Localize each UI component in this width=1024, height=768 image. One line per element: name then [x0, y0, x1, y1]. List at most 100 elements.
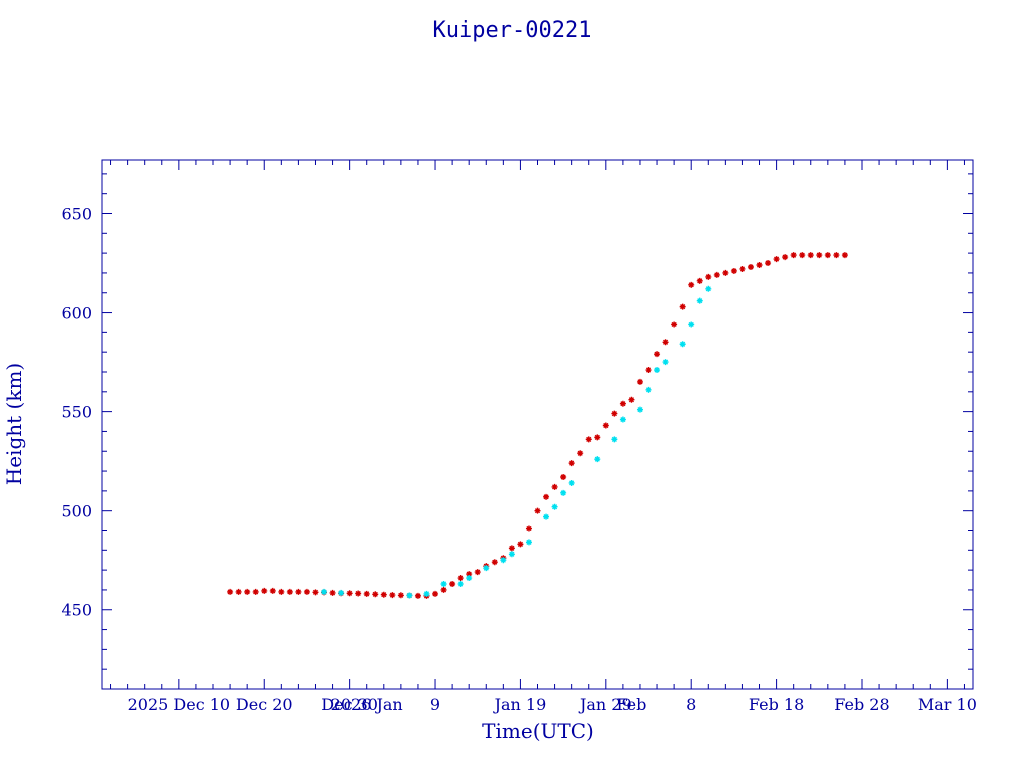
y-tick-label: 550: [61, 403, 92, 422]
data-point-s0: [491, 559, 498, 566]
x-axis-label: Time(UTC): [482, 719, 594, 743]
data-point-s0: [739, 265, 746, 272]
x-tick-label: 2026 Jan: [331, 695, 403, 714]
data-point-s0: [654, 351, 661, 358]
data-point-s0: [568, 460, 575, 467]
data-point-s0: [722, 269, 729, 276]
data-point-s0: [355, 590, 362, 597]
data-point-s1: [500, 557, 507, 564]
data-point-s0: [747, 263, 754, 270]
data-point-s1: [525, 539, 532, 546]
data-point-s1: [654, 367, 661, 374]
data-point-s0: [807, 252, 814, 259]
data-point-s0: [303, 588, 310, 595]
y-tick-label: 450: [61, 601, 92, 620]
data-point-s0: [380, 591, 387, 598]
data-point-s0: [551, 483, 558, 490]
data-point-s0: [346, 590, 353, 597]
data-point-s0: [312, 589, 319, 596]
data-point-s1: [440, 580, 447, 587]
data-point-s0: [628, 396, 635, 403]
plot-frame: [101, 159, 974, 690]
data-point-s1: [483, 565, 490, 572]
x-tick-label: Mar 10: [918, 695, 977, 714]
data-point-s0: [466, 571, 473, 578]
data-point-s0: [397, 592, 404, 599]
data-point-s1: [568, 479, 575, 486]
data-point-s0: [594, 434, 601, 441]
data-point-s1: [321, 588, 328, 595]
chart-title: Kuiper-00221: [433, 18, 592, 43]
data-point-s0: [389, 592, 396, 599]
data-point-s0: [474, 569, 481, 576]
data-point-s1: [338, 589, 345, 596]
data-point-s1: [611, 436, 618, 443]
data-point-s0: [244, 588, 251, 595]
data-point-s0: [295, 588, 302, 595]
data-point-s0: [773, 256, 780, 263]
x-tick-label: Feb: [616, 695, 646, 714]
data-point-s0: [636, 378, 643, 385]
data-point-s1: [594, 456, 601, 463]
data-point-s1: [696, 297, 703, 304]
y-tick-label: 650: [61, 204, 92, 223]
data-point-s0: [414, 592, 421, 599]
data-point-s1: [636, 406, 643, 413]
data-point-s1: [457, 580, 464, 587]
data-point-s0: [261, 587, 268, 594]
data-point-s0: [457, 575, 464, 582]
data-point-s0: [619, 400, 626, 407]
data-point-s0: [816, 252, 823, 259]
data-marks: [227, 252, 848, 599]
data-point-s0: [696, 277, 703, 284]
x-tick-label: Jan 29: [578, 695, 632, 714]
data-point-s0: [841, 252, 848, 259]
data-point-s0: [269, 587, 276, 594]
x-tick-label: Dec 20: [236, 695, 293, 714]
x-tick-label: 2025 Dec 10: [128, 695, 231, 714]
x-tick-label: Feb 18: [749, 695, 804, 714]
data-point-s1: [560, 489, 567, 496]
data-point-s1: [662, 359, 669, 366]
data-point-s0: [534, 507, 541, 514]
data-point-s0: [679, 303, 686, 310]
data-point-s1: [466, 575, 473, 582]
axis-ticks: [102, 160, 973, 690]
data-point-s0: [662, 339, 669, 346]
data-point-s0: [235, 588, 242, 595]
data-point-s0: [440, 586, 447, 593]
x-tick-label: Dec 30: [321, 695, 378, 714]
data-point-s0: [799, 252, 806, 259]
data-point-s0: [577, 450, 584, 457]
data-point-s0: [824, 252, 831, 259]
x-tick-label: 8: [686, 695, 696, 714]
y-axis-label: Height (km): [2, 363, 26, 485]
x-tick-label: Feb 28: [834, 695, 889, 714]
data-point-s0: [705, 273, 712, 280]
data-point-s1: [423, 590, 430, 597]
data-point-s1: [406, 592, 413, 599]
data-point-s0: [329, 589, 336, 596]
data-point-s0: [227, 588, 234, 595]
data-point-s1: [679, 341, 686, 348]
data-point-s0: [671, 321, 678, 328]
x-tick-label: 9: [430, 695, 440, 714]
data-point-s0: [543, 493, 550, 500]
data-point-s0: [432, 590, 439, 597]
data-point-s0: [688, 281, 695, 288]
data-point-s0: [833, 252, 840, 259]
x-tick-label: Jan 19: [493, 695, 547, 714]
y-tick-labels: 450 500 550 600 650: [61, 204, 92, 619]
data-point-s1: [645, 386, 652, 393]
data-point-s1: [551, 503, 558, 510]
data-point-s0: [286, 588, 293, 595]
data-point-s0: [611, 410, 618, 417]
data-point-s0: [560, 474, 567, 481]
data-point-s0: [782, 254, 789, 261]
data-point-s1: [688, 321, 695, 328]
data-point-s1: [705, 285, 712, 292]
data-point-s0: [525, 525, 532, 532]
data-point-s1: [508, 551, 515, 558]
data-point-s0: [730, 267, 737, 274]
